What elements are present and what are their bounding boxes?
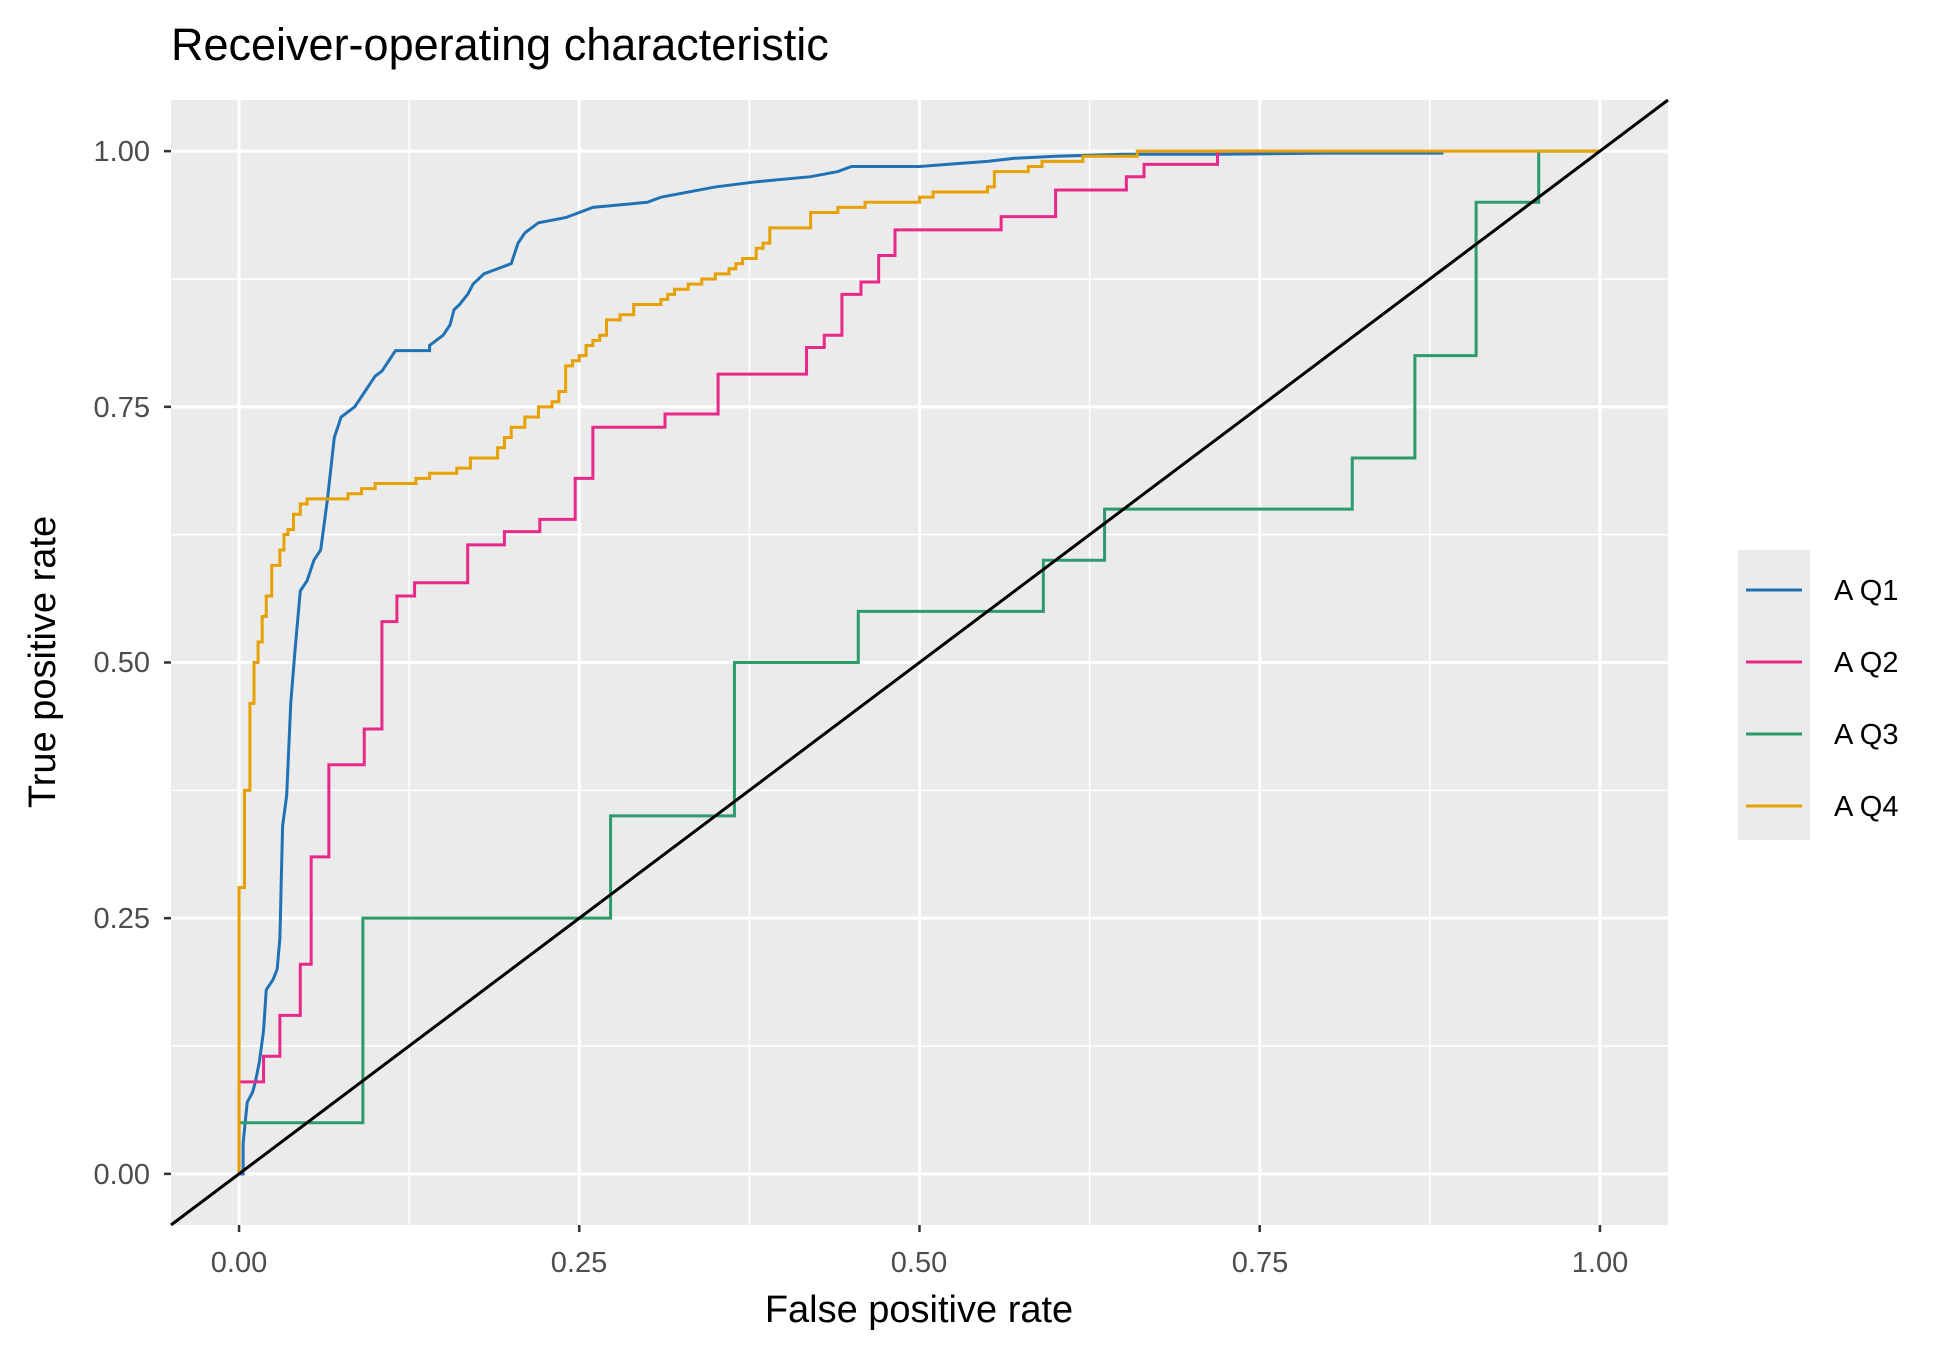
axis-ticks <box>164 149 1602 1232</box>
series-line-a-q1 <box>239 151 1444 1176</box>
y-axis-labels: 0.00 0.25 0.50 0.75 1.00 <box>94 136 150 1191</box>
series-lines <box>170 98 1669 1227</box>
x-tick-label-0: 0.00 <box>211 1247 267 1279</box>
legend-label-a-q1: A Q1 <box>1834 575 1899 607</box>
y-tick-label-3: 0.75 <box>94 392 150 424</box>
legend-label-a-q3: A Q3 <box>1834 719 1899 751</box>
x-axis-title: False positive rate <box>765 1289 1073 1331</box>
legend: A Q1 A Q2 A Q3 A Q4 <box>1738 550 1899 840</box>
legend-label-a-q4: A Q4 <box>1834 791 1899 823</box>
x-axis-labels: 0.00 0.25 0.50 0.75 1.00 <box>211 1247 1628 1279</box>
chart-title: Receiver-operating characteristic <box>171 19 829 70</box>
series-line-a-q2 <box>237 149 1260 1174</box>
y-tick-label-2: 0.50 <box>94 647 150 679</box>
x-tick-label-4: 1.00 <box>1572 1247 1628 1279</box>
x-tick-label-2: 0.50 <box>891 1247 947 1279</box>
series-line-a-q4 <box>237 149 1600 1174</box>
x-tick-label-3: 0.75 <box>1232 1247 1288 1279</box>
series-line-a-q3 <box>237 149 1600 1174</box>
x-tick-label-1: 0.25 <box>551 1247 607 1279</box>
y-tick-label-0: 0.00 <box>94 1159 150 1191</box>
legend-label-a-q2: A Q2 <box>1834 647 1899 679</box>
y-axis-title: True positive rate <box>22 516 64 808</box>
y-tick-label-1: 0.25 <box>94 903 150 935</box>
y-tick-label-4: 1.00 <box>94 136 150 168</box>
diagonal-reference-line <box>170 98 1669 1227</box>
legend-background <box>1738 550 1810 840</box>
